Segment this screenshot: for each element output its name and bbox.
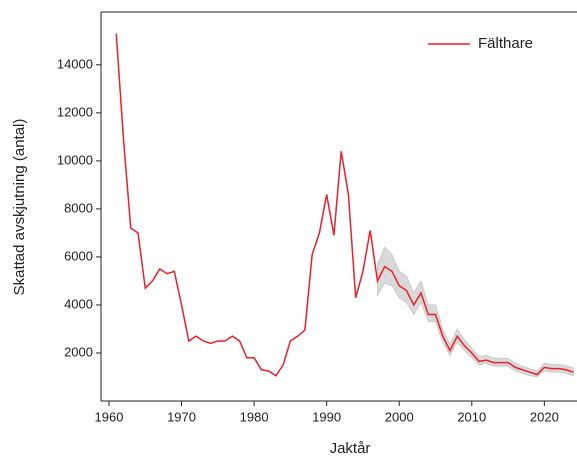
confidence-band — [377, 246, 574, 378]
x-axis-label: Jaktår — [330, 440, 371, 457]
y-tick-label: 4000 — [64, 296, 93, 311]
x-tick-label: 1970 — [167, 409, 196, 424]
y-tick-label: 10000 — [57, 152, 93, 167]
y-tick-label: 6000 — [64, 248, 93, 263]
y-tick-label: 2000 — [64, 344, 93, 359]
y-tick-label: 14000 — [57, 56, 93, 71]
x-tick-label: 2020 — [530, 409, 559, 424]
x-tick-label: 1960 — [95, 409, 124, 424]
x-tick-label: 2010 — [457, 409, 486, 424]
x-tick-label: 2000 — [385, 409, 414, 424]
x-tick-label: 1990 — [312, 409, 341, 424]
y-axis-label: Skattad avskjutning (antal) — [11, 119, 28, 296]
x-tick-label: 1980 — [240, 409, 269, 424]
y-tick-label: 12000 — [57, 104, 93, 119]
data-line — [115, 33, 574, 377]
plot-area — [115, 33, 574, 378]
y-tick-label: 8000 — [64, 200, 93, 215]
legend-label: Fälthare — [478, 35, 533, 52]
